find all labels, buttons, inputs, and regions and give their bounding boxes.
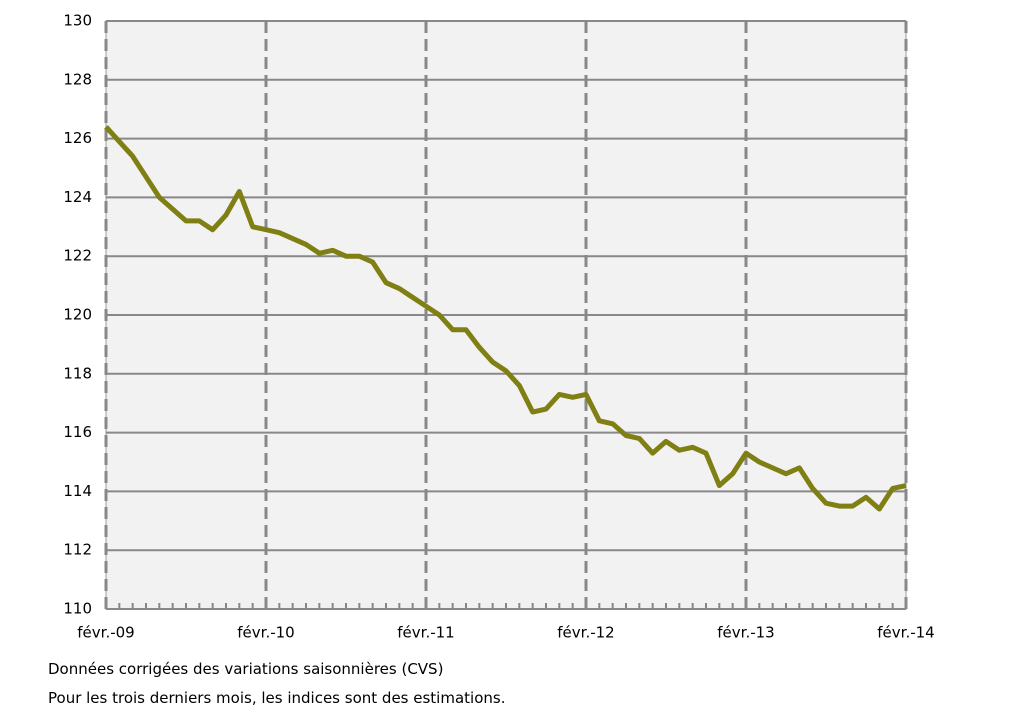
y-tick-label: 116 (63, 423, 92, 441)
y-tick-label: 118 (63, 364, 92, 382)
note: Pour les trois derniers mois, les indice… (48, 689, 506, 707)
x-tick-label: févr.-09 (77, 624, 134, 642)
y-tick-label: 110 (63, 600, 92, 618)
x-tick-label: févr.-10 (237, 624, 294, 642)
y-tick-label: 122 (63, 247, 92, 265)
y-tick-label: 114 (63, 482, 92, 500)
y-tick-label: 112 (63, 541, 92, 559)
x-tick-label: févr.-14 (877, 624, 934, 642)
x-tick-label: févr.-13 (717, 624, 774, 642)
y-tick-label: 128 (63, 70, 92, 88)
y-tick-label: 130 (63, 12, 92, 30)
y-tick-label: 126 (63, 129, 92, 147)
x-tick-label: févr.-11 (397, 624, 454, 642)
data-line (104, 125, 907, 512)
note: Données corrigées des variations saisonn… (48, 660, 444, 678)
y-tick-label: 120 (63, 306, 92, 324)
x-tick-label: févr.-12 (557, 624, 614, 642)
chart: 110 112 114 116 118 120 122 124 126 128 130 févr.-0… (63, 12, 934, 642)
y-tick-label: 124 (63, 188, 92, 206)
